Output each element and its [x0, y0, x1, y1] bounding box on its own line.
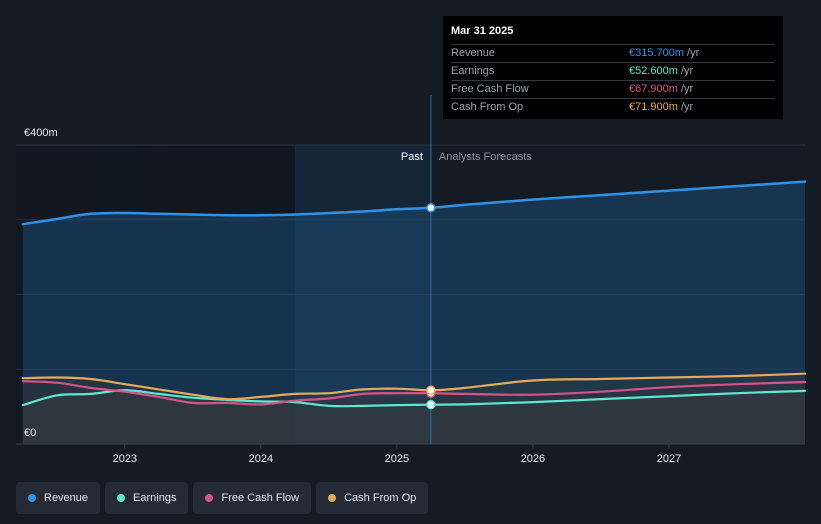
tooltip-value: €67.900m	[629, 83, 678, 95]
tooltip-unit: /yr	[680, 83, 694, 95]
point-earnings	[426, 399, 436, 410]
legend-item-cash-from-op[interactable]: Cash From Op	[316, 482, 429, 514]
legend-item-earnings[interactable]: Earnings	[105, 482, 189, 514]
tooltip-row-revenue: Revenue €315.700m /yr	[451, 44, 775, 62]
tooltip-label: Earnings	[451, 65, 495, 77]
legend-label: Earnings	[133, 492, 177, 504]
x-tick-label: 2025	[385, 453, 409, 465]
tooltip-label: Free Cash Flow	[451, 83, 529, 95]
dot-icon	[28, 494, 36, 502]
tooltip-label: Revenue	[451, 47, 496, 59]
tooltip-value: €52.600m	[629, 65, 678, 77]
x-tick-label: 2027	[657, 453, 681, 465]
tooltip-row-earnings: Earnings €52.600m /yr	[451, 62, 775, 80]
tooltip-row-cash-from-op: Cash From Op €71.900m /yr	[451, 98, 775, 116]
legend-label: Cash From Op	[344, 492, 417, 504]
tooltip-label: Cash From Op	[451, 101, 524, 113]
point-cash-from-op	[426, 385, 436, 396]
past-label: Past	[401, 151, 423, 163]
y-tick-label: €0	[24, 427, 36, 439]
line-cash-from-op	[21, 372, 807, 401]
tooltip-value: €71.900m	[629, 101, 678, 113]
y-tick-label: €400m	[24, 127, 58, 139]
tooltip-unit: /yr	[687, 47, 700, 59]
point-revenue	[426, 203, 436, 213]
dot-icon	[328, 494, 337, 502]
area-free-cash-flow	[22, 381, 806, 444]
line-earnings	[21, 389, 807, 408]
legend-label: Free Cash Flow	[221, 492, 300, 504]
tooltip-unit: /yr	[680, 65, 694, 77]
x-tick-label: 2024	[249, 453, 273, 465]
x-tick-label: 2026	[521, 453, 545, 465]
legend-label: Revenue	[44, 492, 89, 504]
dot-icon	[117, 494, 126, 502]
legend: Revenue Earnings Free Cash Flow Cash Fro…	[16, 482, 429, 514]
tooltip-date: Mar 31 2025	[451, 25, 514, 37]
line-free-cash-flow	[21, 380, 807, 406]
legend-item-revenue[interactable]: Revenue	[16, 482, 101, 514]
x-tick-label: 2023	[113, 453, 137, 465]
line-revenue	[21, 180, 807, 226]
forecast-label: Analysts Forecasts	[439, 151, 532, 163]
legend-item-free-cash-flow[interactable]: Free Cash Flow	[193, 482, 312, 514]
hover-tooltip: Mar 31 2025 Revenue €315.700m /yr Earnin…	[443, 16, 783, 119]
tooltip-unit: /yr	[680, 101, 694, 113]
tooltip-value: €315.700m	[629, 47, 685, 59]
tooltip-row-free-cash-flow: Free Cash Flow €67.900m /yr	[451, 80, 775, 98]
dot-icon	[205, 494, 214, 502]
